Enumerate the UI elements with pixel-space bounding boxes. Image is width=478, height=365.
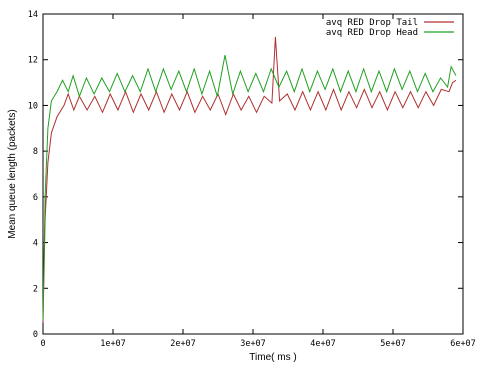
y-tick-label: 4 (33, 239, 38, 249)
y-tick-label: 12 (28, 56, 38, 66)
x-tick-label: 5e+07 (380, 339, 406, 349)
legend-label-drop-tail: avq RED Drop Tail (326, 18, 418, 28)
legend: avq RED Drop Tail avq RED Drop Head (326, 18, 454, 38)
x-tick-label: 6e+07 (450, 339, 476, 349)
plot-frame (42, 13, 464, 335)
y-tick-label: 10 (28, 101, 38, 111)
y-tick-label: 8 (33, 147, 38, 157)
x-tick-label: 2e+07 (170, 339, 196, 349)
x-tick-label: 0 (40, 339, 45, 349)
x-tick-label: 1e+07 (100, 339, 126, 349)
y-tick-label: 2 (33, 284, 38, 294)
y-tick-label: 14 (28, 10, 38, 20)
legend-label-drop-head: avq RED Drop Head (326, 28, 418, 38)
x-tick-label: 4e+07 (310, 339, 336, 349)
y-axis-label: Mean queue length (packets) (7, 109, 18, 239)
y-tick-label: 0 (33, 330, 38, 340)
y-tick-label: 6 (33, 193, 38, 203)
series-line-1 (42, 55, 457, 321)
series-line-0 (42, 36, 457, 323)
x-axis-label: Time( ms ) (249, 352, 296, 363)
x-tick-label: 3e+07 (240, 339, 266, 349)
